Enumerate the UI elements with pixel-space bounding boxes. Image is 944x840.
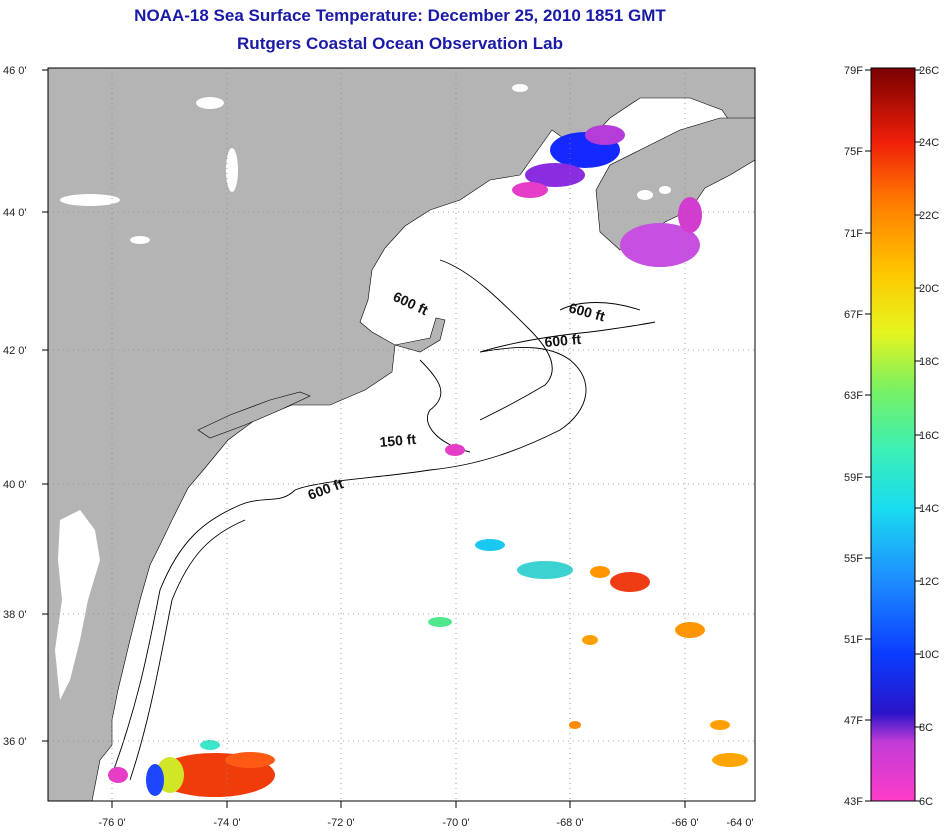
lon-label: -68 0' bbox=[556, 817, 583, 829]
colorbar-c-label: 20C bbox=[919, 283, 939, 295]
chart-subtitle: Rutgers Coastal Ocean Observation Lab bbox=[237, 34, 563, 53]
depth-label: 600 ft bbox=[544, 331, 582, 350]
lat-label: 40 0' bbox=[3, 479, 27, 491]
lon-label: -72 0' bbox=[327, 817, 354, 829]
colorbar-c-label: 26C bbox=[919, 65, 939, 77]
lon-label: -70 0' bbox=[442, 817, 469, 829]
colorbar-f-label: 63F bbox=[844, 390, 863, 402]
lat-label: 44 0' bbox=[3, 207, 27, 219]
graticule bbox=[48, 68, 755, 801]
colorbar-c-label: 8C bbox=[919, 722, 933, 734]
colorbar-c-label: 12C bbox=[919, 576, 939, 588]
colorbar-f-label: 79F bbox=[844, 65, 863, 77]
colorbar-f-label: 51F bbox=[844, 634, 863, 646]
lon-label: -66 0' bbox=[671, 817, 698, 829]
colorbar-c-label: 24C bbox=[919, 137, 939, 149]
colorbar-f-label: 67F bbox=[844, 309, 863, 321]
colorbar bbox=[870, 67, 916, 802]
lat-label: 36 0' bbox=[3, 736, 27, 748]
colorbar-c-label: 10C bbox=[919, 649, 939, 661]
depth-contours bbox=[109, 259, 656, 781]
lon-label: -74 0' bbox=[213, 817, 240, 829]
lat-label: 42 0' bbox=[3, 345, 27, 357]
colorbar-f-label: 43F bbox=[844, 796, 863, 808]
colorbar-f-label: 59F bbox=[844, 472, 863, 484]
colorbar-c-label: 6C bbox=[919, 796, 933, 808]
lat-label: 46 0' bbox=[3, 65, 27, 77]
colorbar-f-label: 47F bbox=[844, 715, 863, 727]
chart-title: NOAA-18 Sea Surface Temperature: Decembe… bbox=[134, 6, 666, 25]
map-frame bbox=[47, 67, 756, 802]
colorbar-c-label: 16C bbox=[919, 430, 939, 442]
colorbar-f-label: 71F bbox=[844, 228, 863, 240]
colorbar-f-label: 75F bbox=[844, 146, 863, 158]
chesapeake-bay bbox=[55, 510, 100, 700]
lon-label: -76 0' bbox=[98, 817, 125, 829]
land-long-island bbox=[197, 391, 311, 439]
colorbar-c-label: 18C bbox=[919, 356, 939, 368]
depth-label: 150 ft bbox=[379, 431, 417, 450]
sst-patches bbox=[108, 125, 748, 797]
lat-label: 38 0' bbox=[3, 609, 27, 621]
colorbar-c-label: 22C bbox=[919, 210, 939, 222]
colorbar-f-label: 55F bbox=[844, 553, 863, 565]
colorbar-c-label: 14C bbox=[919, 503, 939, 515]
lon-label: -64 0' bbox=[726, 817, 753, 829]
